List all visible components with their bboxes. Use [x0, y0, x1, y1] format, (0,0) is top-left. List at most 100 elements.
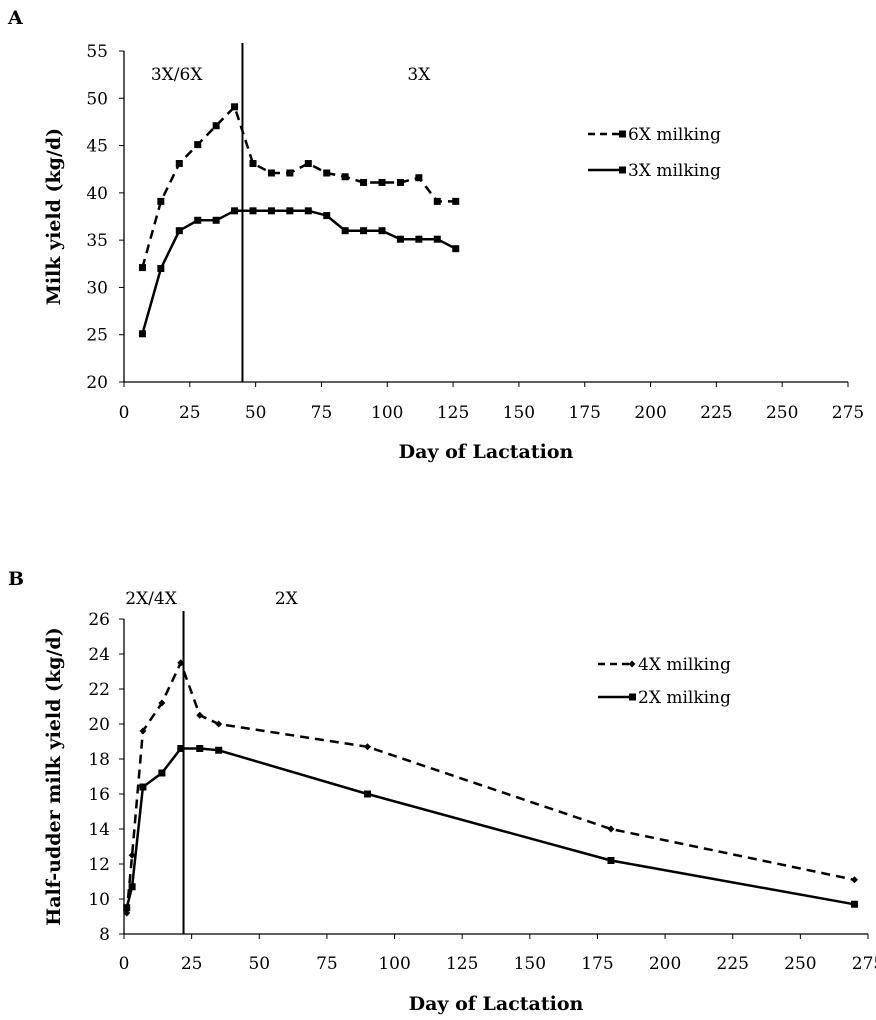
x-tick-label: 125 — [446, 954, 478, 974]
region-label: 2X — [275, 589, 299, 609]
data-point — [363, 743, 371, 751]
data-point — [175, 227, 183, 235]
x-tick-label: 225 — [700, 403, 732, 423]
data-point — [452, 197, 460, 205]
series-line-1 — [125, 661, 855, 914]
data-point — [128, 851, 136, 859]
y-axis-title: Half-udder milk yield (kg/d) — [43, 627, 65, 925]
panel-letter: B — [8, 568, 24, 590]
x-tick-label: 250 — [784, 954, 816, 974]
x-axis-title: Day of Lactation — [399, 441, 574, 463]
x-tick-label: 75 — [311, 403, 333, 423]
series-line-2 — [125, 747, 855, 909]
y-tick-label: 16 — [88, 785, 110, 805]
region-label: 2X/4X — [125, 589, 177, 609]
data-point — [286, 207, 294, 215]
data-point — [212, 216, 220, 224]
legend-label: 6X milking — [628, 125, 721, 145]
data-point — [850, 876, 858, 884]
data-point — [194, 216, 202, 224]
x-tick-label: 175 — [569, 403, 601, 423]
data-point — [128, 883, 136, 891]
data-point — [360, 227, 368, 235]
data-point — [396, 235, 404, 243]
data-point — [138, 330, 146, 338]
x-tick-label: 25 — [181, 954, 203, 974]
x-tick-label: 250 — [766, 403, 798, 423]
y-tick-label: 14 — [88, 820, 110, 840]
x-tick-label: 150 — [514, 954, 546, 974]
data-point — [341, 227, 349, 235]
data-point — [433, 235, 441, 243]
x-tick-label: 150 — [503, 403, 535, 423]
y-tick-label: 12 — [88, 855, 110, 875]
x-tick-label: 200 — [634, 403, 666, 423]
data-point — [452, 245, 460, 253]
x-tick-label: 125 — [437, 403, 469, 423]
x-tick-label: 0 — [119, 954, 130, 974]
region-label: 3X/6X — [151, 65, 203, 85]
data-point — [433, 197, 441, 205]
data-point — [231, 103, 239, 111]
data-point — [360, 178, 368, 186]
data-point — [139, 783, 147, 791]
y-axis-title: Milk yield (kg/d) — [43, 128, 65, 305]
y-tick-label: 18 — [88, 750, 110, 770]
y-tick-label: 50 — [86, 89, 108, 109]
y-tick-label: 45 — [86, 137, 108, 157]
y-tick-label: 40 — [86, 184, 108, 204]
data-point — [175, 160, 183, 168]
data-point — [267, 207, 275, 215]
data-point — [363, 790, 371, 798]
data-point — [212, 122, 220, 130]
x-axis-title: Day of Lactation — [409, 993, 584, 1015]
data-point — [123, 904, 131, 912]
y-tick-label: 24 — [88, 645, 110, 665]
data-point — [177, 659, 185, 667]
y-tick-label: 35 — [86, 231, 108, 251]
x-tick-label: 50 — [245, 403, 267, 423]
data-point — [415, 235, 423, 243]
data-point — [157, 265, 165, 273]
y-tick-label: 30 — [86, 278, 108, 298]
y-tick-label: 20 — [86, 373, 108, 393]
y-tick-label: 25 — [86, 326, 108, 346]
data-point — [249, 207, 257, 215]
x-tick-label: 25 — [179, 403, 201, 423]
data-point — [196, 745, 204, 752]
data-point — [323, 169, 331, 177]
data-point — [304, 160, 312, 168]
legend-marker — [629, 693, 636, 701]
panel-a: A 20 25 30 35 40 45 50 55 0 25 50 75 100 125 150 175 200 2… — [7, 7, 864, 463]
y-tick-label: 26 — [88, 610, 110, 630]
y-tick-label: 10 — [88, 890, 110, 910]
y-tick-label: 55 — [86, 42, 108, 62]
data-point — [378, 178, 386, 186]
panel-letter: A — [7, 7, 23, 29]
data-point — [215, 720, 223, 728]
x-tick-label: 100 — [371, 403, 403, 423]
data-point — [177, 745, 185, 752]
panel-b: B 8 10 12 14 16 18 20 22 24 26 0 25 50 75 100 125 150 175 2… — [8, 568, 876, 1015]
legend-marker — [619, 130, 626, 138]
y-tick-label: 20 — [88, 715, 110, 735]
data-point — [158, 699, 166, 707]
legend-label: 4X milking — [638, 655, 731, 675]
data-point — [138, 264, 146, 272]
x-tick-label: 50 — [248, 954, 270, 974]
y-tick-label: 22 — [88, 680, 110, 700]
data-point — [249, 160, 257, 168]
data-point — [196, 711, 204, 719]
data-point — [341, 173, 349, 181]
region-label: 3X — [407, 65, 431, 85]
x-tick-label: 275 — [832, 403, 864, 423]
data-point — [231, 207, 239, 215]
data-point — [194, 141, 202, 149]
data-point — [267, 169, 275, 177]
y-tick-label: 8 — [99, 925, 110, 945]
data-point — [850, 900, 858, 908]
x-tick-label: 75 — [316, 954, 338, 974]
data-point — [158, 769, 166, 777]
data-point — [139, 727, 147, 735]
data-point — [215, 746, 223, 754]
